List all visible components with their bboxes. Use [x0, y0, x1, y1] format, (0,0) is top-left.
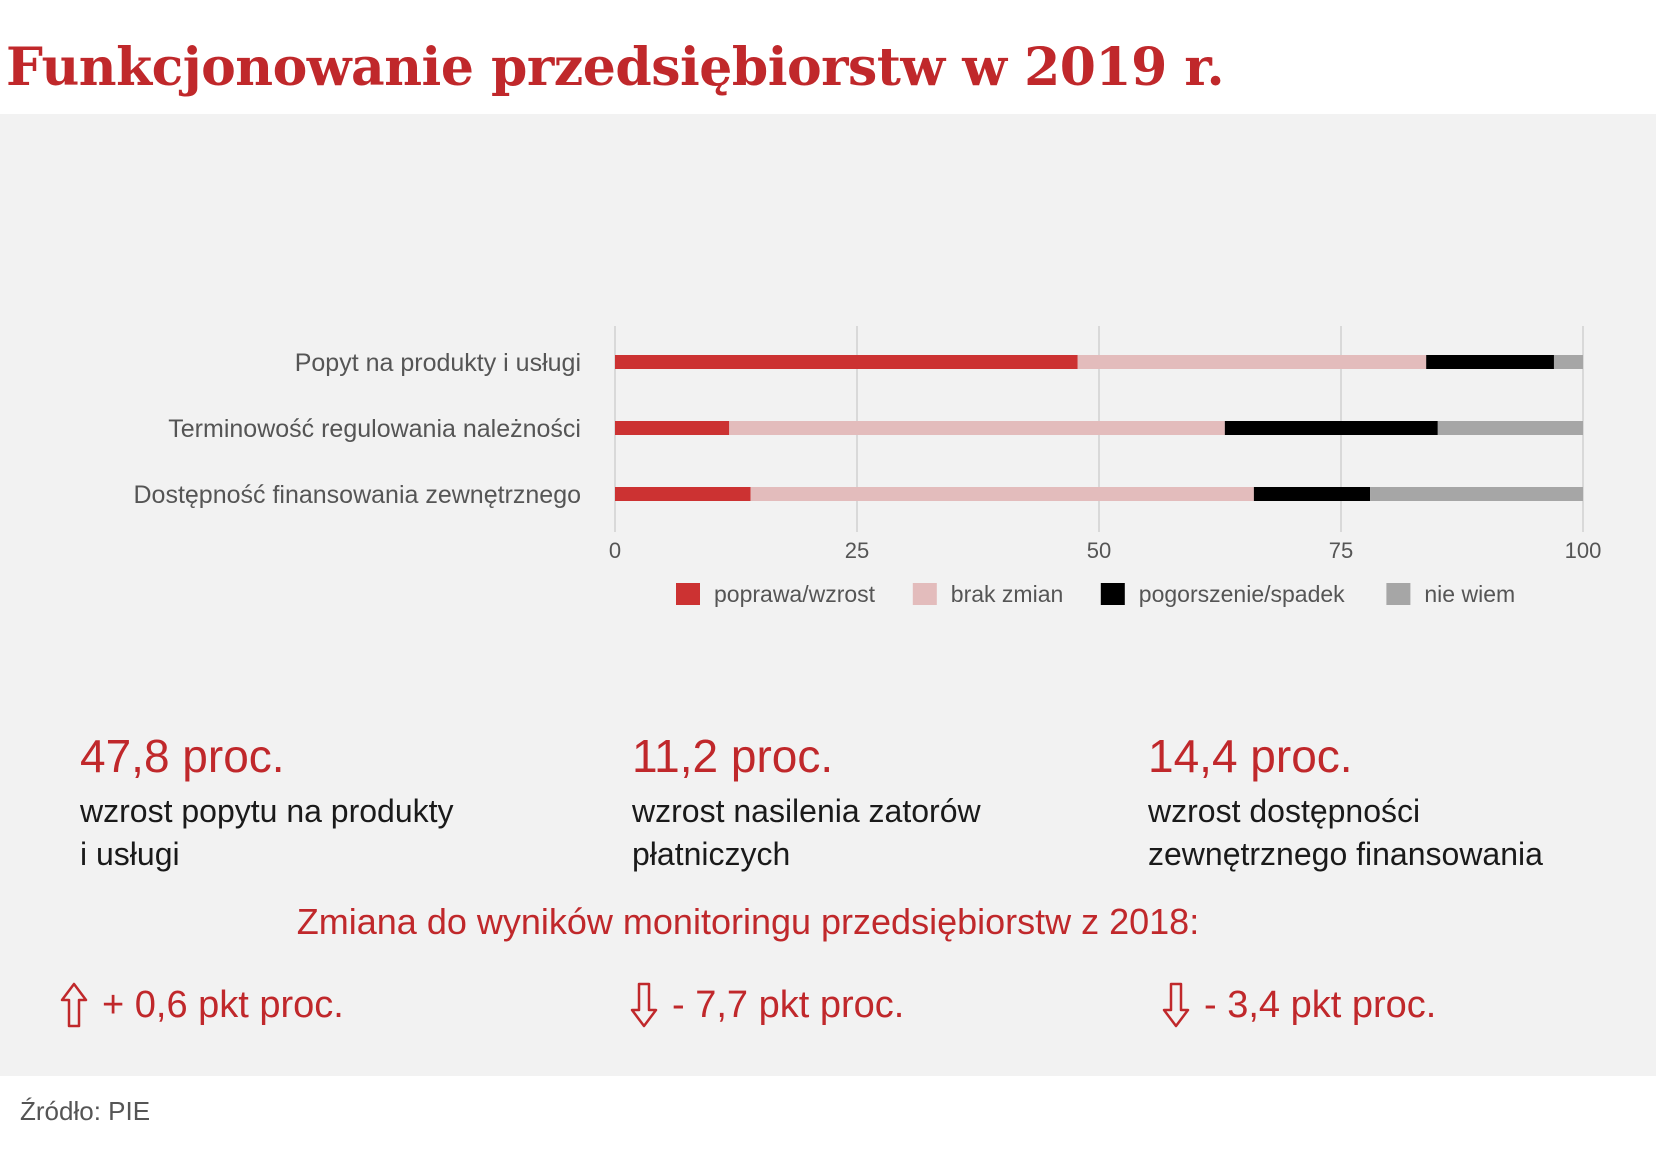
stat-value-finansowanie: 14,4 proc. — [1148, 730, 1353, 782]
change-zatory: - 7,7 pkt proc. — [630, 980, 904, 1030]
infographic-panel: 0 25 50 75 100 Popyt na produkty i usługi Term… — [0, 114, 1656, 1076]
change-finansowanie-text: - 3,4 pkt proc. — [1204, 984, 1437, 1026]
bar-segment — [1370, 487, 1583, 501]
bar-segment — [1077, 355, 1427, 369]
bar-segment — [1253, 487, 1371, 501]
category-label: Popyt na produkty i usługi — [295, 349, 581, 377]
stacked-bar-chart: 0 25 50 75 100 Popyt na produkty i usługi Term… — [134, 326, 1602, 607]
legend-label: nie wiem — [1424, 581, 1515, 607]
legend-label: poprawa/wzrost — [714, 581, 876, 607]
x-tick-label: 100 — [1565, 538, 1602, 563]
arrow-up-icon — [60, 982, 88, 1028]
bar-segment — [1437, 421, 1583, 435]
stat-desc-zatory: wzrost nasilenia zatorów płatniczych — [632, 793, 981, 872]
stat-value-zatory: 11,2 proc. — [632, 730, 834, 782]
category-label: Terminowość regulowania należności — [168, 415, 581, 443]
stat-value-popyt: 47,8 proc. — [80, 730, 285, 782]
bar-segment — [750, 487, 1254, 501]
legend-label: brak zmian — [951, 581, 1063, 607]
bar-segment — [615, 355, 1078, 369]
x-tick-label: 25 — [845, 538, 869, 563]
bar-segment — [1553, 355, 1583, 369]
x-tick-label: 75 — [1329, 538, 1353, 563]
x-tick-label: 50 — [1087, 538, 1111, 563]
bar-segment — [615, 421, 730, 435]
stat-desc-popyt: wzrost popytu na produkty i usługi — [80, 793, 454, 872]
arrow-down-icon — [630, 982, 658, 1028]
legend-swatch — [912, 583, 937, 605]
source-note: Źródło: PIE — [20, 1096, 151, 1126]
legend-label: pogorszenie/spadek — [1139, 581, 1345, 607]
x-tick-label: 0 — [609, 538, 621, 563]
stat-desc-finansowanie: wzrost dostępności zewnętrznego finansow… — [1148, 793, 1543, 872]
change-zatory-text: - 7,7 pkt proc. — [672, 984, 905, 1026]
bar-segment — [729, 421, 1225, 435]
change-heading: Zmiana do wyników monitoringu przedsiębi… — [296, 901, 1200, 942]
legend-swatch — [1386, 583, 1411, 605]
arrow-down-icon — [1162, 982, 1190, 1028]
change-finansowanie: - 3,4 pkt proc. — [1162, 980, 1436, 1030]
bar-segment — [1426, 355, 1554, 369]
bar-segment — [615, 487, 751, 501]
bar-segment — [1224, 421, 1438, 435]
legend-swatch — [1100, 583, 1125, 605]
legend-swatch — [676, 583, 700, 605]
change-popyt-text: + 0,6 pkt proc. — [102, 984, 344, 1026]
change-popyt: + 0,6 pkt proc. — [60, 980, 344, 1030]
category-label: Dostępność finansowania zewnętrznego — [134, 481, 582, 509]
page-title: Funkcjonowanie przedsiębiorstw w 2019 r. — [6, 37, 1225, 98]
